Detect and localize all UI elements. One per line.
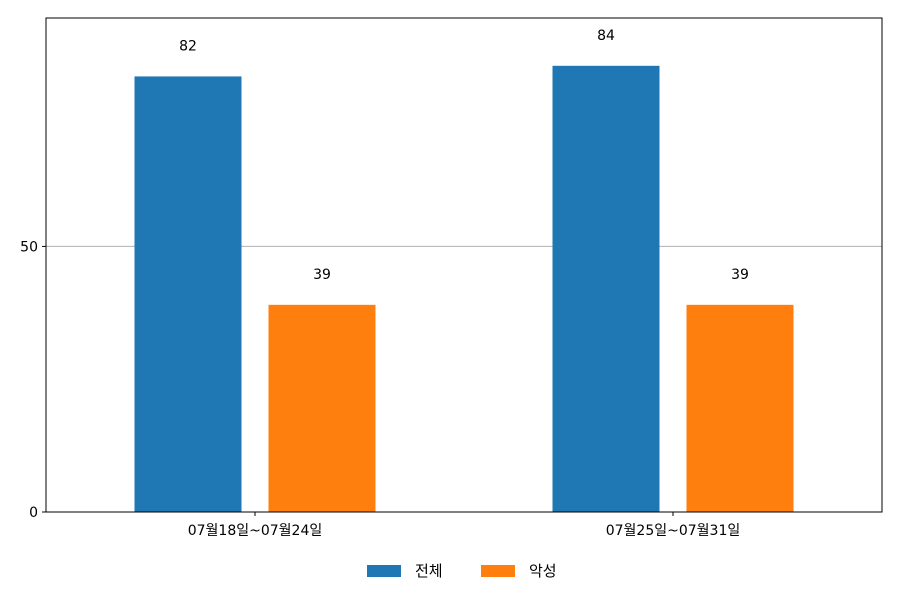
bar-malicious	[268, 304, 376, 512]
y-tick-label: 0	[29, 505, 38, 521]
legend-label: 전체	[415, 562, 443, 580]
bar-value-label: 82	[179, 38, 197, 54]
legend: 전체 악성	[367, 562, 557, 580]
bar-malicious	[686, 304, 794, 512]
y-tick-label: 50	[20, 239, 38, 255]
x-tick-label: 07월18일~07월24일	[188, 523, 323, 539]
legend-swatch	[481, 565, 515, 577]
x-axis-ticks: 07월18일~07월24일 07월25일~07월31일	[188, 512, 741, 539]
bar-value-label: 39	[731, 267, 749, 283]
y-axis-ticks: 0 50	[20, 239, 46, 521]
legend-label: 악성	[529, 562, 557, 580]
bar-total	[134, 76, 242, 512]
bar-total	[552, 65, 660, 512]
x-tick-label: 07월25일~07월31일	[606, 523, 741, 539]
bars	[134, 65, 794, 512]
plot-frame	[45, 17, 883, 513]
bar-value-label: 84	[597, 28, 615, 44]
legend-swatch	[367, 565, 401, 577]
data-labels: 82 39 84 39	[179, 28, 749, 283]
bar-value-label: 39	[313, 267, 331, 283]
